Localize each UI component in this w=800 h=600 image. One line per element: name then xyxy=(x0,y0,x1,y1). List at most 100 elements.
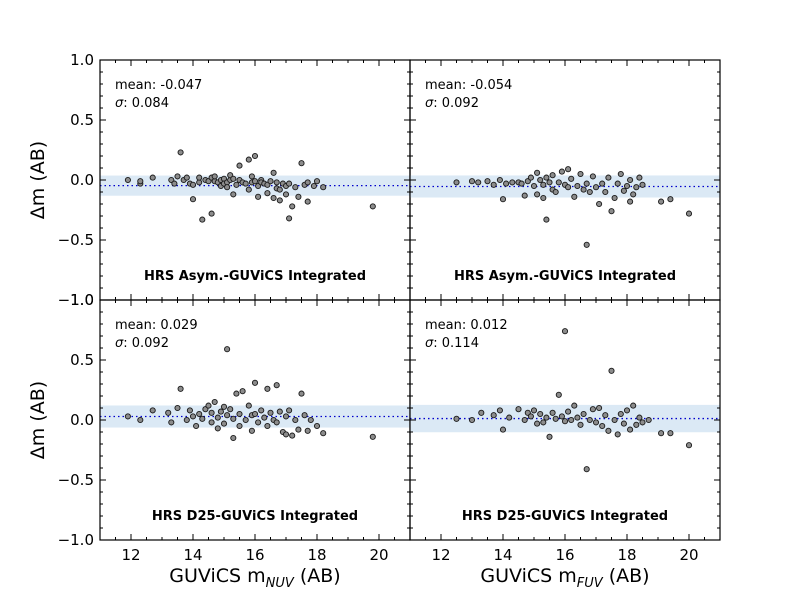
data-point xyxy=(537,410,544,418)
x-tick-label: 16 xyxy=(245,546,264,564)
data-point xyxy=(540,419,547,426)
data-point xyxy=(552,188,559,196)
data-point xyxy=(633,421,640,428)
data-point xyxy=(220,420,228,427)
sigma-symbol: σ xyxy=(425,96,434,111)
data-point xyxy=(248,173,255,180)
data-point xyxy=(555,391,562,398)
data-point xyxy=(583,466,590,473)
data-point xyxy=(208,210,215,217)
data-point xyxy=(580,186,587,193)
data-point xyxy=(286,215,293,222)
data-point xyxy=(580,410,587,418)
data-point xyxy=(602,412,609,419)
x-tick-label: 16 xyxy=(555,546,574,564)
data-point xyxy=(149,407,156,414)
data-point xyxy=(245,156,252,163)
data-point xyxy=(614,180,621,187)
data-point xyxy=(611,194,618,202)
data-point xyxy=(667,196,674,203)
sigma-band xyxy=(100,175,410,196)
data-point xyxy=(230,191,237,198)
data-point xyxy=(149,174,156,181)
mean-label: mean: -0.047 xyxy=(115,78,202,93)
xlabel-left-prefix: GUViCS m xyxy=(169,565,265,587)
sigma-label: σ: 0.114 xyxy=(425,336,479,351)
data-point xyxy=(267,409,274,416)
x-tick-label: 12 xyxy=(431,546,450,564)
xlabel-left-sub: NUV xyxy=(266,576,295,591)
sigma-value: : 0.114 xyxy=(433,336,479,351)
data-point xyxy=(313,422,321,430)
data-point xyxy=(496,407,503,414)
data-point xyxy=(304,179,311,186)
y-tick-label: −1.0 xyxy=(58,291,94,309)
data-point xyxy=(261,414,268,421)
x-tick-label: 18 xyxy=(307,546,326,564)
panel-title: HRS Asym.-GUViCS Integrated xyxy=(454,269,676,284)
data-point xyxy=(627,198,634,205)
sigma-value: : 0.084 xyxy=(123,96,169,111)
data-point xyxy=(196,174,203,181)
data-point xyxy=(503,180,510,187)
data-point xyxy=(596,200,603,208)
data-point xyxy=(475,179,482,186)
data-point xyxy=(233,181,240,188)
data-point xyxy=(199,216,206,223)
data-point xyxy=(196,410,203,418)
data-point xyxy=(233,390,240,397)
data-point xyxy=(630,402,637,409)
data-point xyxy=(565,166,572,173)
sigma-symbol: σ xyxy=(115,336,124,351)
data-point xyxy=(245,402,252,409)
data-point xyxy=(369,433,376,440)
data-point xyxy=(183,416,190,424)
data-point xyxy=(242,416,249,424)
x-tick-label: 14 xyxy=(183,546,202,564)
data-point xyxy=(264,422,271,430)
data-point xyxy=(490,181,497,188)
data-point xyxy=(506,414,513,421)
x-tick-label: 20 xyxy=(679,546,698,564)
data-point xyxy=(561,418,569,425)
data-point xyxy=(320,184,327,191)
data-point xyxy=(189,181,197,188)
data-point xyxy=(527,174,534,181)
data-point xyxy=(608,367,615,374)
data-point xyxy=(518,180,525,187)
panel-top-right: mean: -0.054 σ: 0.092 HRS Asym.-GUViCS Int… xyxy=(409,59,721,301)
data-point xyxy=(543,414,550,421)
data-point xyxy=(667,430,674,437)
data-point xyxy=(211,398,218,406)
data-point xyxy=(251,152,259,160)
xlabel-left: GUViCS mNUV (AB) xyxy=(169,565,340,591)
data-point xyxy=(561,328,569,335)
data-point xyxy=(239,388,246,395)
sigma-symbol: σ xyxy=(425,336,434,351)
data-point xyxy=(499,196,507,203)
data-point xyxy=(636,414,643,421)
data-point xyxy=(540,181,547,188)
data-point xyxy=(270,194,277,202)
mean-label: mean: 0.012 xyxy=(425,318,508,333)
data-point xyxy=(189,196,197,203)
data-point xyxy=(586,188,593,196)
data-point xyxy=(534,420,541,427)
data-point xyxy=(509,179,516,186)
data-point xyxy=(224,346,231,353)
data-point xyxy=(205,402,212,409)
data-point xyxy=(307,416,314,424)
sigma-label: σ: 0.092 xyxy=(115,336,169,351)
data-point xyxy=(177,149,184,156)
data-point xyxy=(614,431,621,438)
data-point xyxy=(304,427,311,434)
data-point xyxy=(298,160,305,167)
data-point xyxy=(124,176,131,184)
data-point xyxy=(534,191,541,198)
data-point xyxy=(620,187,627,194)
data-point xyxy=(236,162,243,169)
sigma-symbol: σ xyxy=(115,96,124,111)
data-point xyxy=(568,416,575,424)
data-point xyxy=(577,421,584,428)
